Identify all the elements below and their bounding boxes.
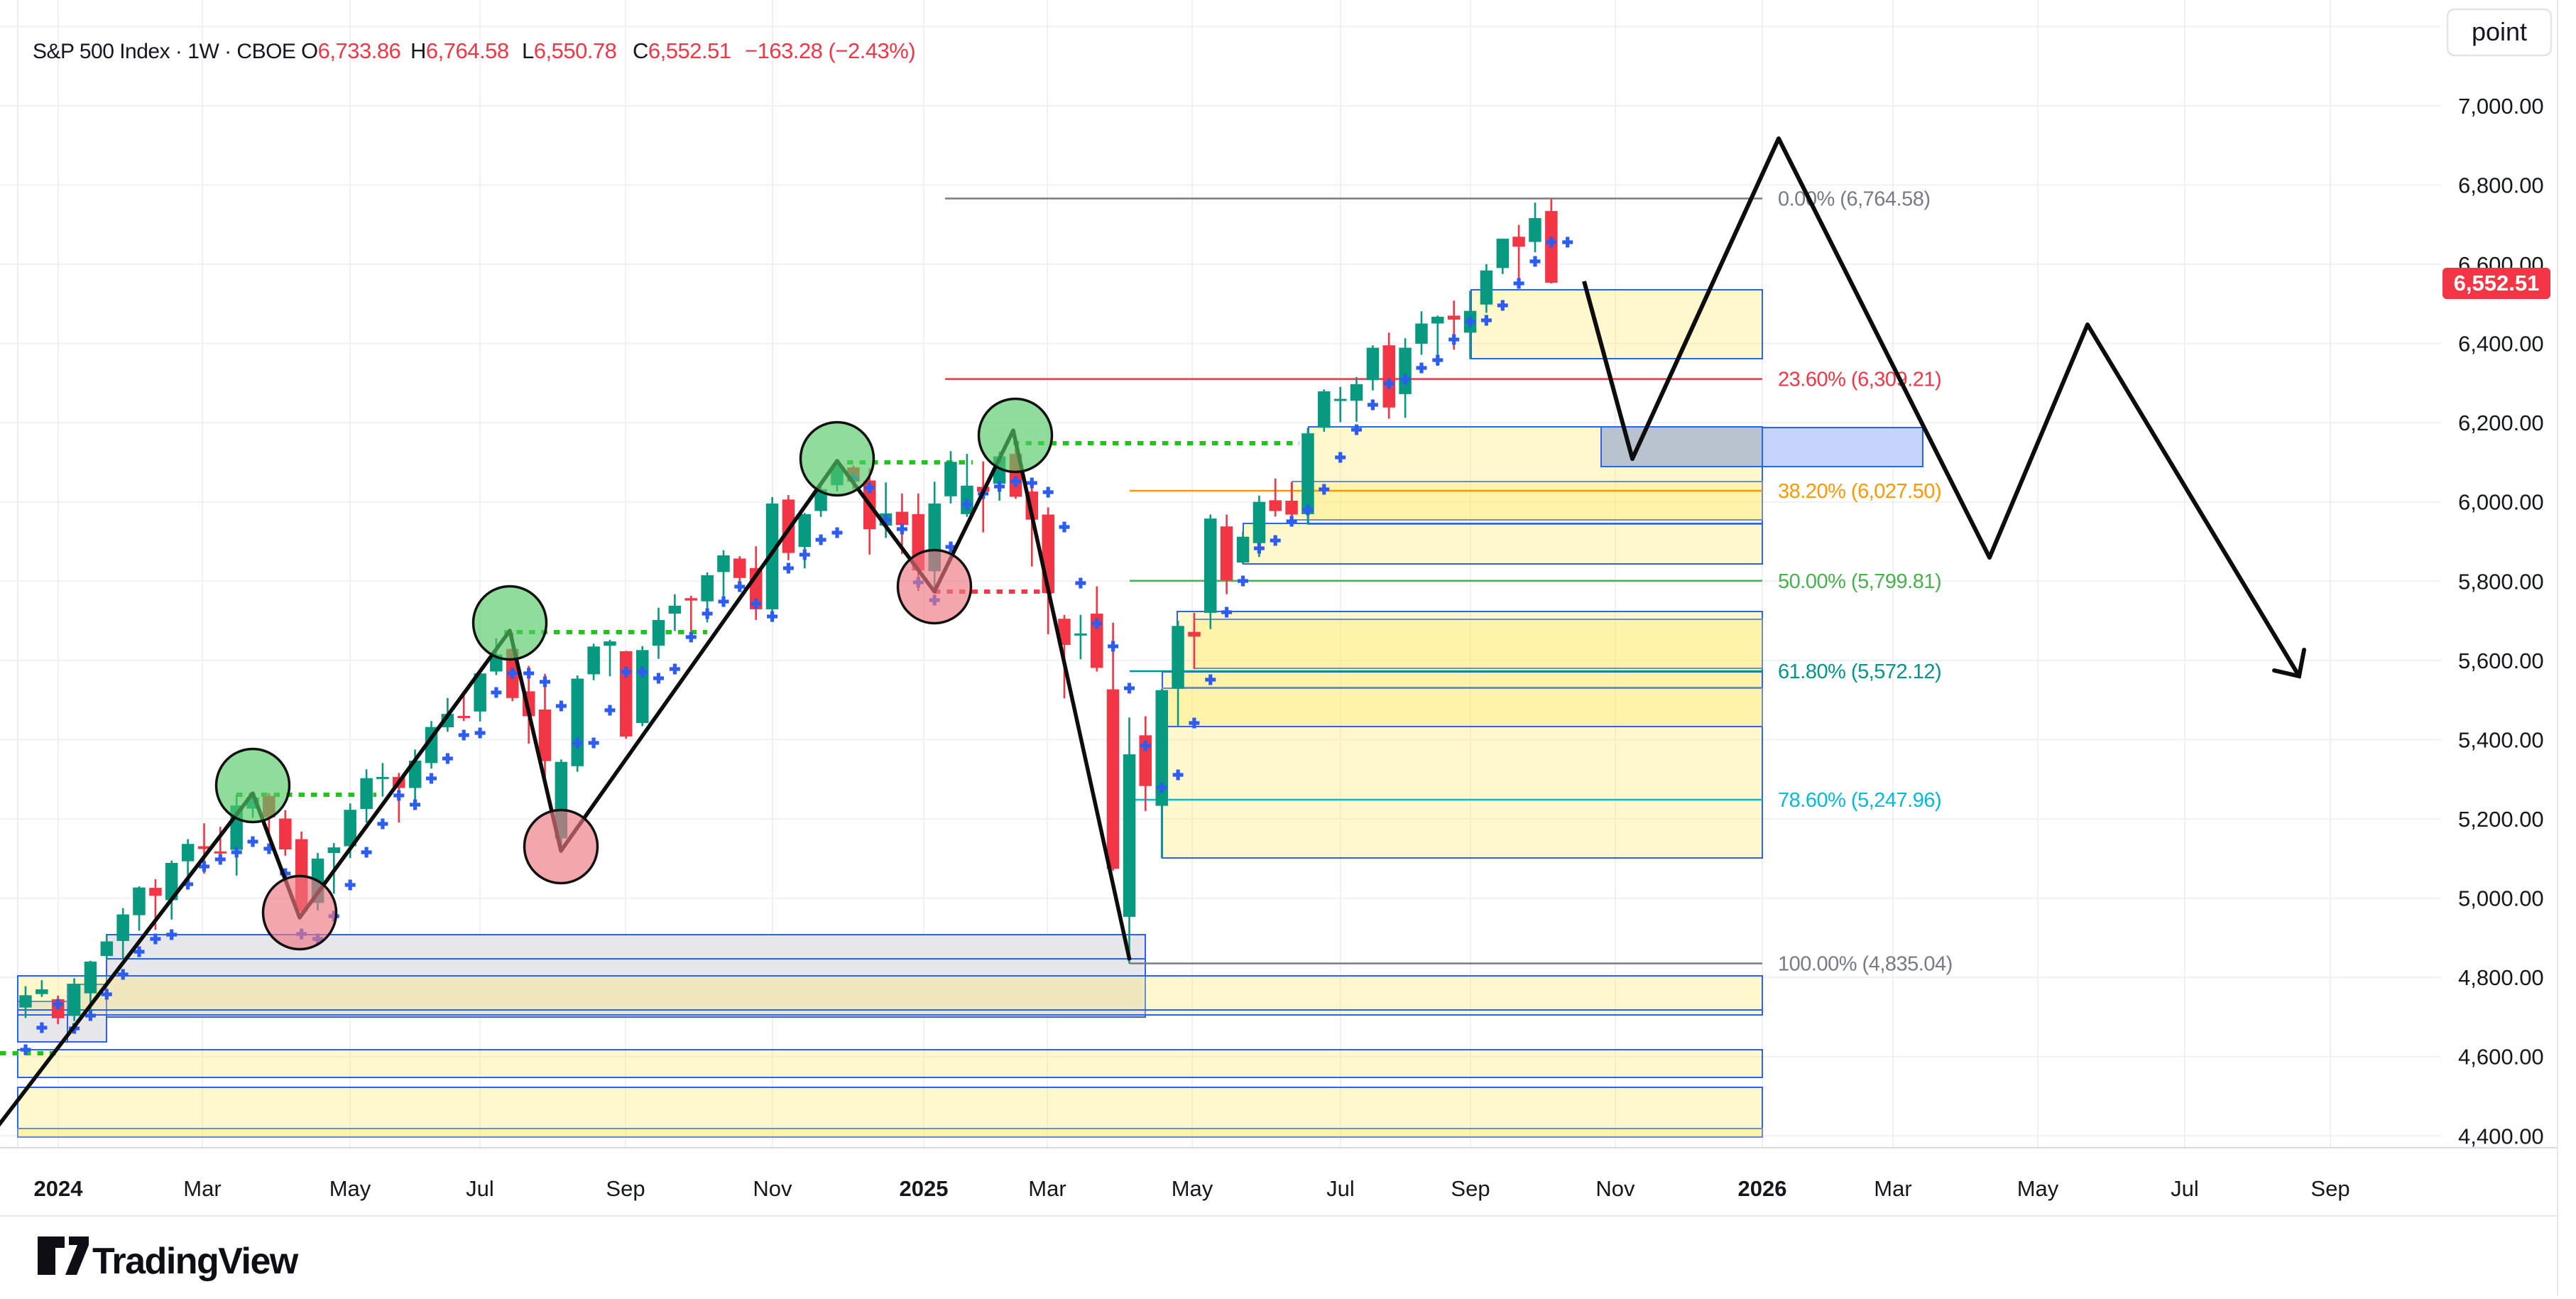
svg-text:5,800.00: 5,800.00 (2458, 569, 2544, 594)
svg-text:H6,764.58: H6,764.58 (410, 38, 509, 63)
svg-text:Jul: Jul (2171, 1176, 2199, 1201)
svg-text:TradingView: TradingView (92, 1241, 299, 1282)
svg-text:May: May (1172, 1176, 1213, 1201)
svg-text:6,800.00: 6,800.00 (2458, 173, 2544, 197)
svg-text:O6,733.86: O6,733.86 (301, 38, 400, 63)
svg-text:Jul: Jul (466, 1176, 494, 1201)
svg-text:L6,550.78: L6,550.78 (522, 38, 616, 63)
svg-text:6,000.00: 6,000.00 (2458, 490, 2544, 515)
svg-text:78.60% (5,247.96): 78.60% (5,247.96) (1778, 789, 1941, 812)
svg-text:5,200.00: 5,200.00 (2458, 807, 2544, 832)
svg-text:100.00% (4,835.04): 100.00% (4,835.04) (1778, 953, 1953, 976)
svg-text:6,552.51: 6,552.51 (2454, 271, 2540, 295)
svg-text:−163.28 (−2.43%): −163.28 (−2.43%) (745, 38, 915, 63)
svg-text:0.00% (6,764.58): 0.00% (6,764.58) (1778, 188, 1930, 211)
svg-text:2025: 2025 (900, 1176, 949, 1201)
svg-text:May: May (2017, 1176, 2059, 1201)
svg-text:5,000.00: 5,000.00 (2458, 886, 2544, 911)
svg-text:4,600.00: 4,600.00 (2458, 1045, 2544, 1070)
svg-text:Mar: Mar (1874, 1176, 1911, 1201)
svg-text:4,400.00: 4,400.00 (2458, 1124, 2544, 1148)
svg-text:2024: 2024 (34, 1176, 84, 1201)
svg-text:38.20% (6,027.50): 38.20% (6,027.50) (1778, 480, 1941, 503)
svg-text:Mar: Mar (1028, 1176, 1066, 1201)
svg-text:4,800.00: 4,800.00 (2458, 965, 2544, 990)
svg-text:7,000.00: 7,000.00 (2458, 94, 2544, 119)
svg-text:6,400.00: 6,400.00 (2458, 332, 2544, 357)
svg-text:6,200.00: 6,200.00 (2458, 411, 2544, 435)
svg-text:Nov: Nov (1595, 1176, 1635, 1201)
svg-text:C6,552.51: C6,552.51 (633, 38, 731, 63)
svg-text:Nov: Nov (753, 1176, 792, 1201)
svg-text:Sep: Sep (606, 1176, 645, 1201)
svg-text:61.80% (5,572.12): 61.80% (5,572.12) (1778, 661, 1941, 683)
svg-text:Jul: Jul (1326, 1176, 1355, 1201)
svg-text:S&P 500 Index · 1W · CBOE: S&P 500 Index · 1W · CBOE (33, 40, 295, 63)
svg-text:point: point (2472, 17, 2527, 46)
svg-text:2026: 2026 (1738, 1176, 1787, 1201)
svg-text:Sep: Sep (1451, 1176, 1490, 1201)
svg-text:5,600.00: 5,600.00 (2458, 648, 2544, 673)
svg-text:May: May (329, 1176, 371, 1201)
svg-text:Sep: Sep (2310, 1176, 2349, 1201)
svg-text:5,400.00: 5,400.00 (2458, 727, 2544, 752)
svg-text:23.60% (6,309.21): 23.60% (6,309.21) (1778, 369, 1941, 391)
svg-text:Mar: Mar (183, 1176, 221, 1201)
svg-text:50.00% (5,799.81): 50.00% (5,799.81) (1778, 570, 1941, 593)
